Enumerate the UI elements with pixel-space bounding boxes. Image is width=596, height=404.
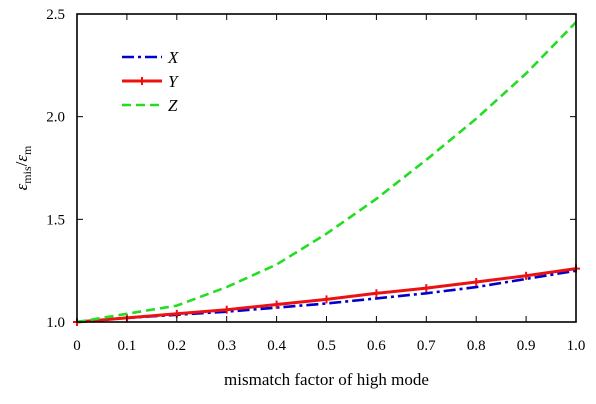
series-line-z — [76, 21, 577, 324]
series-layer — [73, 21, 580, 326]
y-axis-title: εmis/εm — [12, 145, 34, 190]
x-tick-label: 0.6 — [367, 338, 386, 354]
x-tick-label: 0.7 — [417, 338, 436, 354]
x-tick-label: 0.5 — [317, 338, 336, 354]
series-line-y — [76, 267, 577, 324]
legend-label-x: X — [167, 48, 179, 67]
y-axis-title-slash: / — [12, 161, 31, 166]
x-tick-label: 0 — [73, 338, 81, 354]
x-tick-label: 0.3 — [217, 338, 236, 354]
y-axis-title-subscript: m — [20, 145, 34, 155]
series-line-x — [76, 269, 577, 324]
legend-label-y: Y — [168, 72, 179, 91]
legend-label-z: Z — [168, 96, 178, 115]
x-tick-label: 0.9 — [517, 338, 536, 354]
legend: XYZ — [122, 48, 179, 115]
y-axis-title-subscript: mis — [20, 166, 34, 184]
y-tick-label: 2.0 — [46, 110, 65, 126]
x-axis-title: mismatch factor of high mode — [224, 370, 429, 389]
x-tick-label: 0.2 — [167, 338, 186, 354]
axis-ticks: 0 0.1 0.2 0.3 0.4 0.5 0.6 0.7 0.8 0.9 1.0 1.0 1.5 2.0… — [46, 7, 585, 354]
x-tick-label: 0.8 — [467, 338, 486, 354]
y-tick-label: 1.5 — [46, 212, 65, 228]
x-tick-label: 0.1 — [118, 338, 137, 354]
y-axis-title-epsilon: ε — [12, 183, 31, 190]
y-axis-title-epsilon: ε — [12, 155, 31, 162]
y-tick-label: 1.0 — [46, 315, 65, 331]
y-tick-label: 2.5 — [46, 7, 65, 23]
x-tick-label: 1.0 — [567, 338, 586, 354]
plot-area-frame — [76, 13, 577, 323]
x-tick-label: 0.4 — [267, 338, 286, 354]
